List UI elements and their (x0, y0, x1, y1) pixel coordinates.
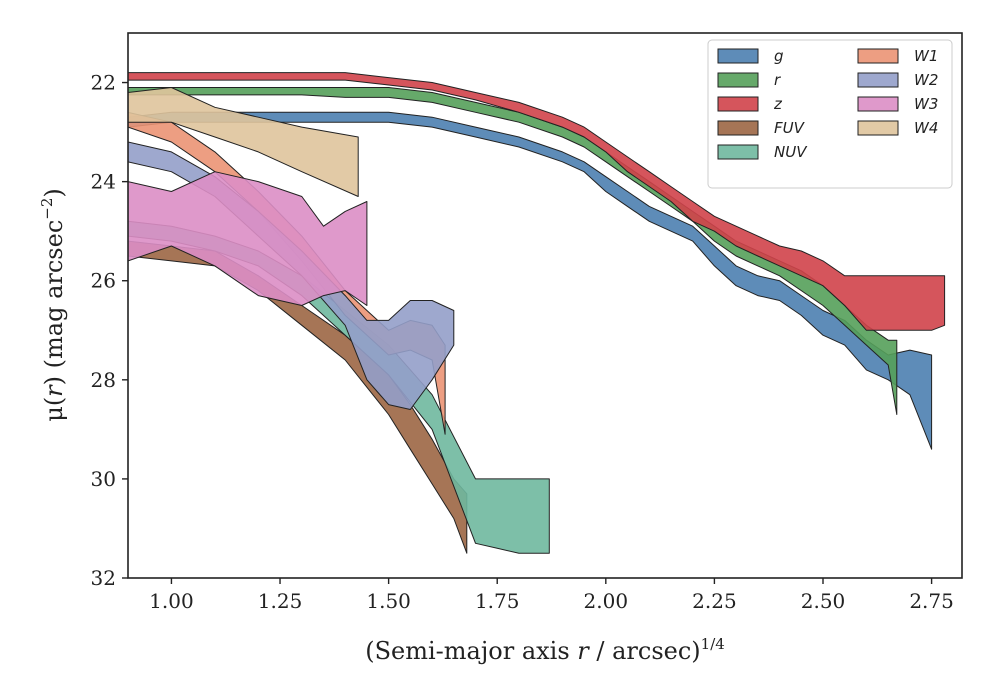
band-z (128, 72, 946, 331)
legend-swatch-w3 (857, 96, 899, 112)
x-tick-label: 2.50 (801, 589, 846, 613)
legend-label-g: g (774, 47, 784, 65)
profile-bands (128, 72, 946, 554)
legend-label-nuv: NUV (774, 143, 808, 161)
legend-swatch-fuv (717, 120, 759, 136)
y-tick-label: 30 (91, 467, 116, 491)
legend-swatch-g (717, 48, 759, 64)
x-tick-label: 1.50 (366, 589, 411, 613)
y-tick-label: 32 (91, 566, 116, 590)
legend-swatch-w2 (857, 72, 899, 88)
legend-label-r: r (774, 71, 781, 89)
y-tick-label: 22 (91, 71, 116, 95)
legend-swatch-r (717, 72, 759, 88)
legend: grz FUV NUV W1 W2 W3 W4 (707, 39, 953, 189)
band-w3 (128, 171, 368, 306)
x-axis-ticks: 1.00 1.25 1.50 1.75 2.00 2.25 2.50 2.75 (149, 578, 954, 613)
legend-label-w1: W1 (914, 47, 938, 65)
band-g (128, 111, 933, 450)
plot-frame (127, 32, 963, 579)
legend-label-w2: W2 (914, 71, 938, 89)
legend-label-w3: W3 (914, 95, 938, 113)
x-tick-label: 1.75 (475, 589, 520, 613)
y-tick-label: 24 (91, 170, 116, 194)
legend-label-fuv: FUV (774, 119, 806, 137)
x-tick-label: 2.25 (692, 589, 737, 613)
y-axis-ticks: 22 24 26 28 30 32 (91, 71, 128, 590)
y-tick-label: 28 (91, 368, 116, 392)
x-tick-label: 2.75 (909, 589, 954, 613)
legend-swatch-w4 (857, 120, 899, 136)
legend-label-w4: W4 (914, 119, 938, 137)
legend-swatch-nuv (717, 144, 759, 160)
legend-swatch-w1 (857, 48, 899, 64)
x-tick-label: 1.25 (258, 589, 303, 613)
x-axis-title: (Semi-major axis r / arcsec)1/4 (365, 635, 725, 665)
band-w4 (128, 87, 359, 197)
legend-label-z: z (773, 95, 783, 113)
y-tick-label: 26 (91, 269, 116, 293)
x-tick-label: 1.00 (149, 589, 194, 613)
x-tick-label: 2.00 (584, 589, 629, 613)
legend-swatch-z (717, 96, 759, 112)
y-axis-title: μ(r) (mag arcsec−2) (38, 188, 68, 422)
